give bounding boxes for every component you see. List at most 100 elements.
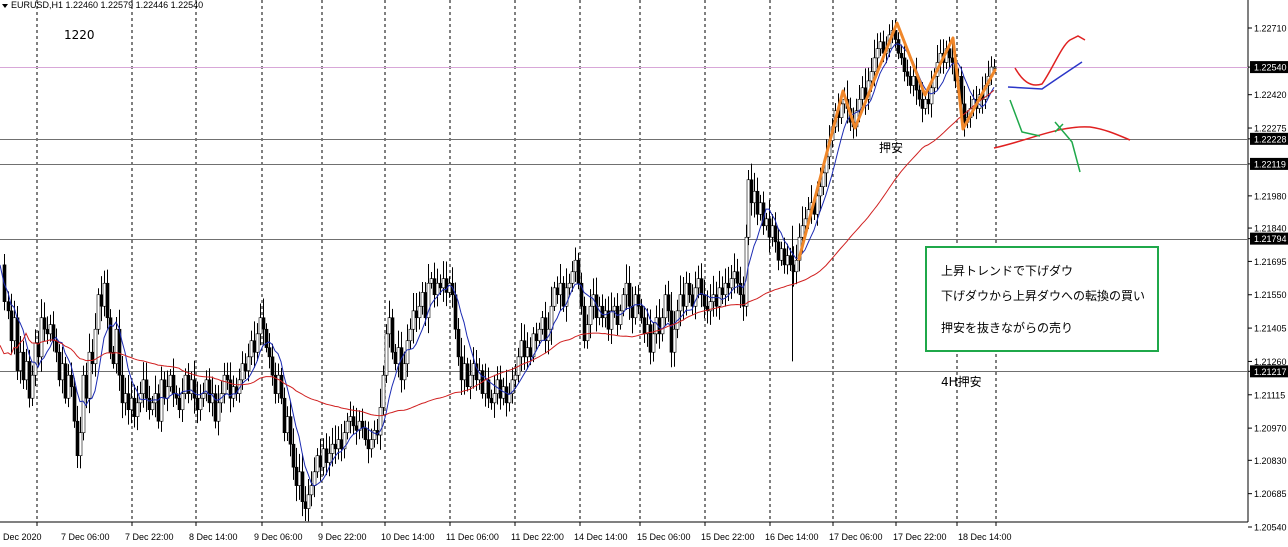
candle-body bbox=[950, 57, 955, 63]
y-tick-label: 1.21550 bbox=[1254, 290, 1287, 300]
candle-body bbox=[114, 328, 119, 365]
candle-body bbox=[752, 190, 757, 204]
candle-body bbox=[555, 287, 560, 296]
candle-body bbox=[48, 324, 53, 335]
candle-body bbox=[309, 485, 314, 496]
y-tick-label: 1.20685 bbox=[1254, 489, 1287, 499]
candle-body bbox=[540, 317, 545, 330]
candle-body bbox=[717, 287, 722, 307]
candle-body bbox=[33, 342, 38, 376]
candle-body bbox=[699, 278, 704, 296]
candle-body bbox=[749, 179, 754, 204]
candle-body bbox=[456, 328, 461, 358]
candle-body bbox=[684, 282, 689, 307]
price-tag-label: 1.21217 bbox=[1254, 367, 1287, 377]
candle-body bbox=[923, 98, 928, 109]
candle-body bbox=[561, 282, 566, 307]
candle-body bbox=[567, 282, 572, 289]
candle-body bbox=[570, 271, 575, 284]
candle-body bbox=[483, 379, 488, 394]
candle-body bbox=[746, 179, 751, 238]
candle-body bbox=[51, 324, 56, 342]
candle-body bbox=[72, 386, 77, 422]
candle-body bbox=[860, 87, 865, 100]
candle-body bbox=[600, 305, 605, 319]
price-tag-bg bbox=[1250, 132, 1288, 145]
candle-body bbox=[24, 361, 29, 381]
candle-body bbox=[36, 342, 41, 358]
candle-body bbox=[372, 430, 377, 440]
candle-body bbox=[390, 317, 395, 353]
y-tick-label: 1.21840 bbox=[1254, 224, 1287, 234]
candle-body bbox=[630, 305, 635, 319]
candle-body bbox=[552, 287, 557, 307]
candle-body bbox=[222, 374, 227, 394]
candle-body bbox=[108, 317, 113, 353]
y-tick-label: 1.21405 bbox=[1254, 324, 1287, 334]
candle-body bbox=[468, 374, 473, 388]
candle-body bbox=[800, 225, 805, 238]
candle-body bbox=[414, 310, 419, 319]
candle-body bbox=[354, 425, 359, 431]
candle-body bbox=[660, 317, 665, 335]
candle-body bbox=[378, 407, 383, 436]
candle-body bbox=[821, 172, 826, 187]
candle-body bbox=[207, 379, 212, 404]
candle-body bbox=[875, 48, 880, 59]
candle-body bbox=[905, 71, 910, 77]
ma-fast-line bbox=[0, 43, 995, 487]
orange-zigzag bbox=[797, 21, 997, 261]
candle-body bbox=[54, 340, 59, 353]
collapse-triangle-icon[interactable] bbox=[2, 3, 8, 8]
x-tick-label: 11 Dec 06:00 bbox=[446, 532, 499, 542]
candle-body bbox=[90, 351, 95, 365]
green-sell-arrow bbox=[1009, 99, 1081, 173]
candle-body bbox=[723, 282, 728, 296]
candle-body bbox=[21, 351, 26, 381]
candle-body bbox=[779, 248, 784, 261]
candle-body bbox=[782, 248, 787, 266]
candle-body bbox=[12, 317, 17, 342]
candle-body bbox=[947, 48, 952, 59]
candle-body bbox=[531, 333, 536, 358]
x-tick-label: 10 Dec 14:00 bbox=[381, 532, 435, 542]
x-tick-label: 15 Dec 22:00 bbox=[701, 532, 755, 542]
candle-body bbox=[312, 471, 317, 486]
candle-body bbox=[18, 351, 23, 371]
y-tick-label: 1.22275 bbox=[1254, 124, 1287, 134]
candle-body bbox=[159, 379, 164, 422]
candle-body bbox=[839, 103, 844, 118]
candle-body bbox=[447, 282, 452, 293]
candle-body bbox=[282, 397, 287, 434]
x-tick-label: 7 Dec 06:00 bbox=[61, 532, 110, 542]
candle-body bbox=[27, 361, 32, 399]
x-tick-label: 11 Dec 22:00 bbox=[511, 532, 564, 542]
y-tick-label: 1.22710 bbox=[1254, 24, 1287, 34]
candle-body bbox=[465, 363, 470, 388]
candle-body bbox=[120, 374, 125, 404]
x-tick-label: 17 Dec 06:00 bbox=[829, 532, 883, 542]
candle-body bbox=[471, 363, 476, 376]
candle-body bbox=[225, 374, 230, 381]
x-tick-label: 14 Dec 14:00 bbox=[574, 532, 628, 542]
candle-body bbox=[426, 282, 431, 319]
candle-body bbox=[639, 305, 644, 319]
candle-body bbox=[651, 333, 656, 353]
y-tick-label: 1.21115 bbox=[1254, 390, 1285, 400]
price-tag-bg bbox=[1250, 157, 1288, 170]
candle-body bbox=[735, 271, 740, 284]
candle-body bbox=[87, 351, 92, 399]
candle-body bbox=[237, 379, 242, 394]
candle-body bbox=[585, 324, 590, 342]
candle-body bbox=[135, 402, 140, 417]
candle-body bbox=[609, 310, 614, 330]
candle-body bbox=[582, 305, 587, 342]
candle-body bbox=[111, 351, 116, 365]
candle-body bbox=[132, 397, 137, 417]
candle-body bbox=[393, 351, 398, 365]
candle-body bbox=[6, 301, 11, 312]
candle-body bbox=[504, 386, 509, 404]
candle-body bbox=[45, 328, 50, 335]
candle-body bbox=[138, 393, 143, 404]
candle-body bbox=[911, 75, 916, 86]
